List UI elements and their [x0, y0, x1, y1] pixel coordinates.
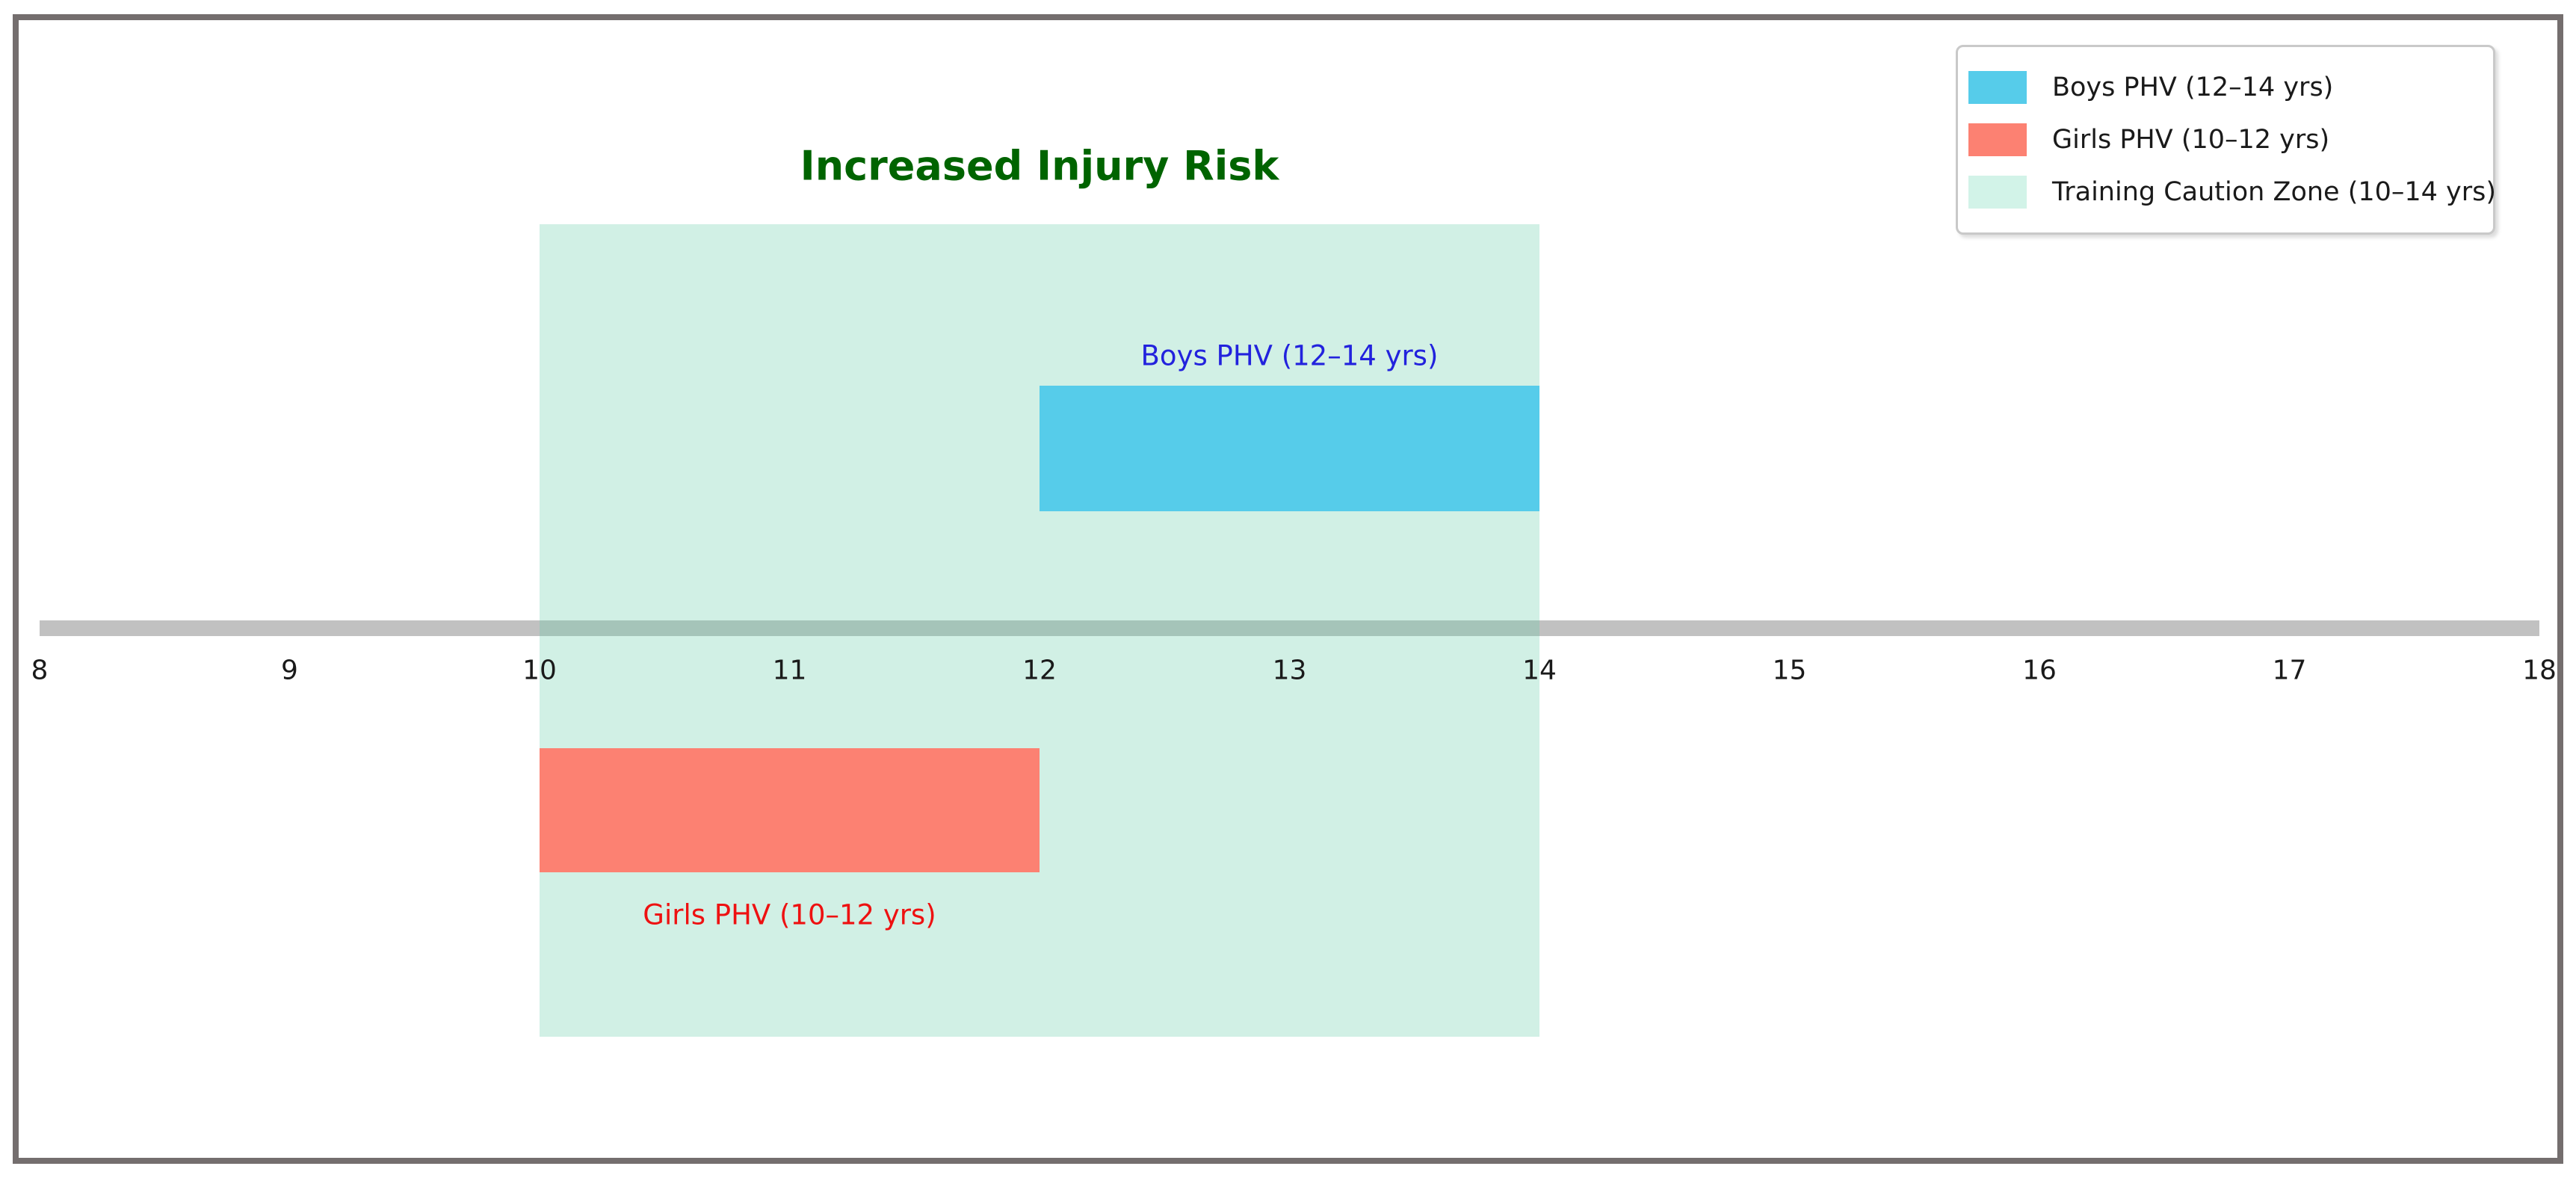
legend-item: Training Caution Zone (10–14 yrs): [1968, 176, 2496, 209]
training-caution-zone: [539, 224, 1539, 1037]
legend-swatch-icon: [1968, 71, 2027, 104]
legend-item: Boys PHV (12–14 yrs): [1968, 71, 2486, 104]
x-tick-label-18: 18: [2522, 655, 2557, 686]
legend-swatch-icon: [1968, 123, 2027, 156]
girls-phv-label: Girls PHV (10–12 yrs): [643, 898, 936, 931]
x-tick-label-17: 17: [2272, 655, 2307, 686]
boys-phv-bar: [1039, 386, 1539, 511]
x-tick-label-15: 15: [1772, 655, 1807, 686]
x-tick-label-12: 12: [1022, 655, 1057, 686]
girls-phv-bar: [539, 748, 1040, 872]
boys-phv-label: Boys PHV (12–14 yrs): [1140, 339, 1439, 372]
x-tick-label-10: 10: [522, 655, 557, 686]
x-tick-label-11: 11: [772, 655, 807, 686]
x-tick-label-16: 16: [2022, 655, 2057, 686]
x-tick-label-14: 14: [1522, 655, 1557, 686]
chart-title: Increased Injury Risk: [800, 142, 1279, 190]
legend-swatch-icon: [1968, 176, 2027, 209]
x-tick-label-9: 9: [281, 655, 298, 686]
legend-item: Girls PHV (10–12 yrs): [1968, 123, 2486, 156]
legend-label: Training Caution Zone (10–14 yrs): [2052, 176, 2497, 207]
timeline-axis-line: [39, 620, 2539, 636]
x-tick-label-13: 13: [1272, 655, 1307, 686]
legend: Boys PHV (12–14 yrs) Girls PHV (10–12 yrs…: [1956, 45, 2496, 235]
legend-label: Boys PHV (12–14 yrs): [2052, 72, 2334, 102]
x-tick-label-8: 8: [31, 655, 49, 686]
legend-label: Girls PHV (10–12 yrs): [2052, 124, 2330, 155]
